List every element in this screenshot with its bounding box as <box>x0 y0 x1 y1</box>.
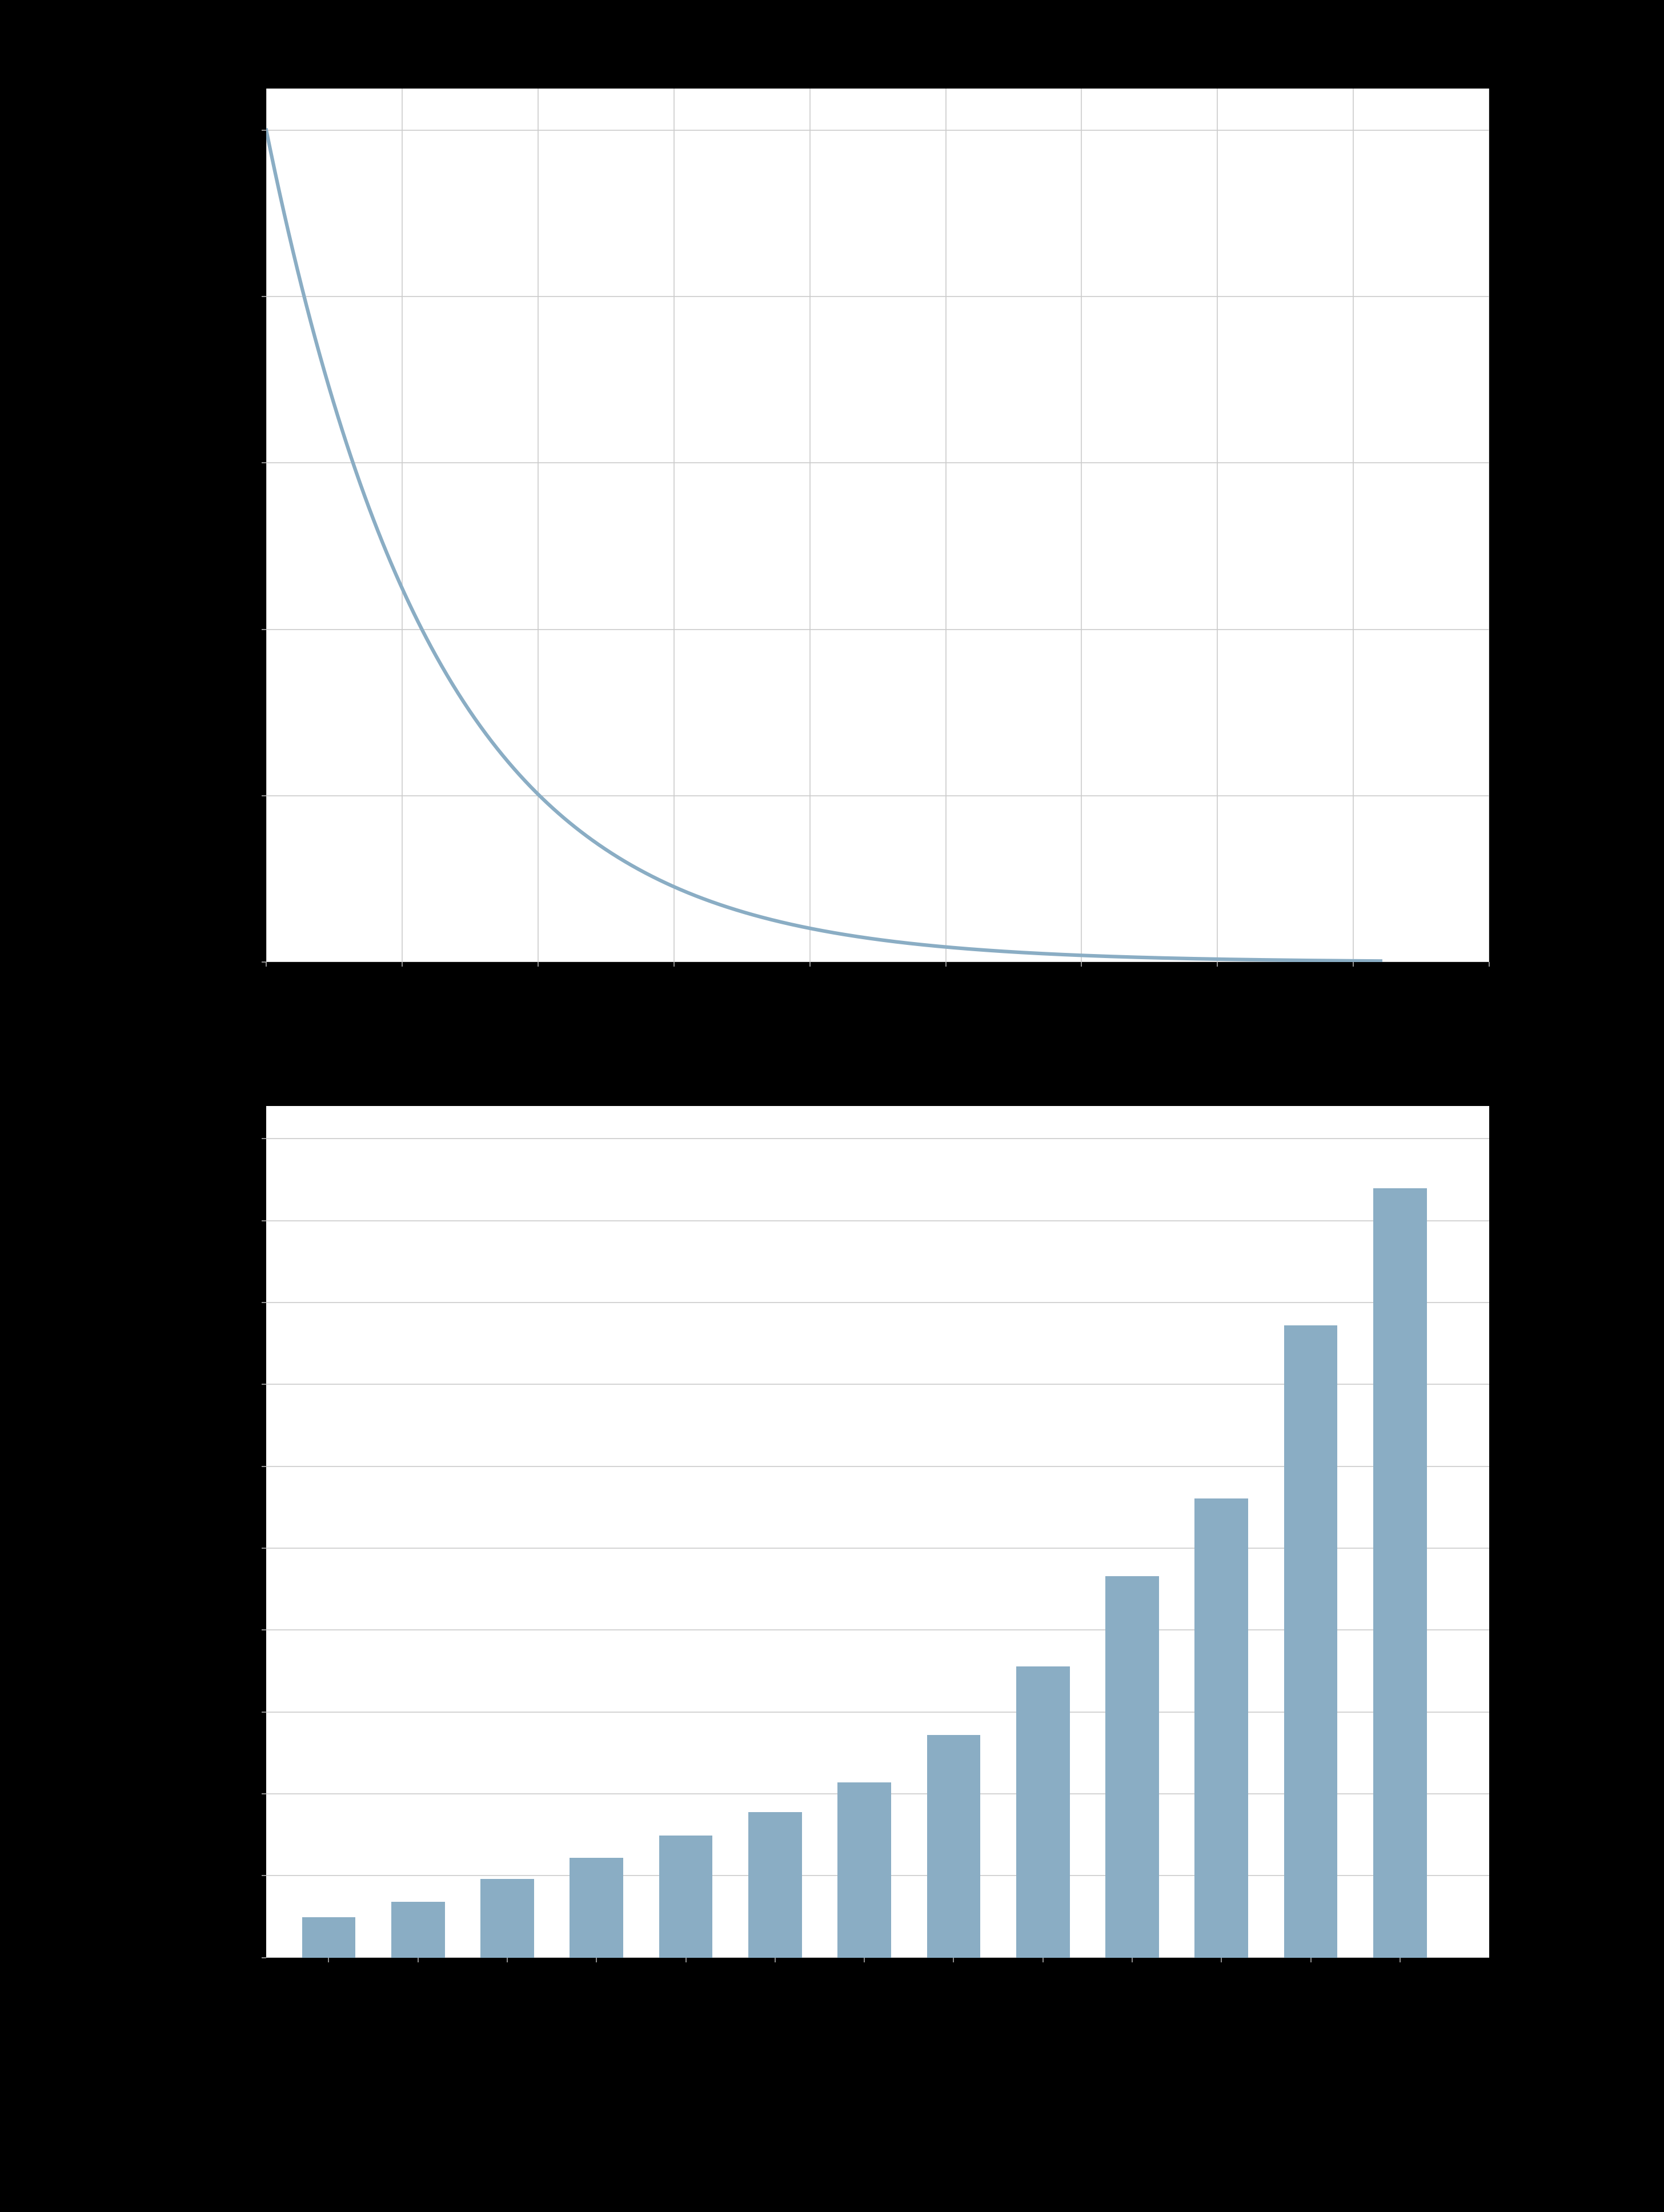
Bar <box>569 1858 624 1958</box>
Bar <box>301 1918 356 1958</box>
Bar <box>1017 1666 1070 1958</box>
Bar <box>1105 1577 1158 1958</box>
Bar <box>837 1783 892 1958</box>
Bar <box>1195 1498 1248 1958</box>
Bar <box>749 1812 802 1958</box>
Bar <box>1373 1188 1426 1958</box>
Bar <box>1285 1325 1338 1958</box>
Bar <box>927 1734 980 1958</box>
Bar <box>659 1836 712 1958</box>
Bar <box>481 1878 534 1958</box>
Bar <box>391 1902 444 1958</box>
